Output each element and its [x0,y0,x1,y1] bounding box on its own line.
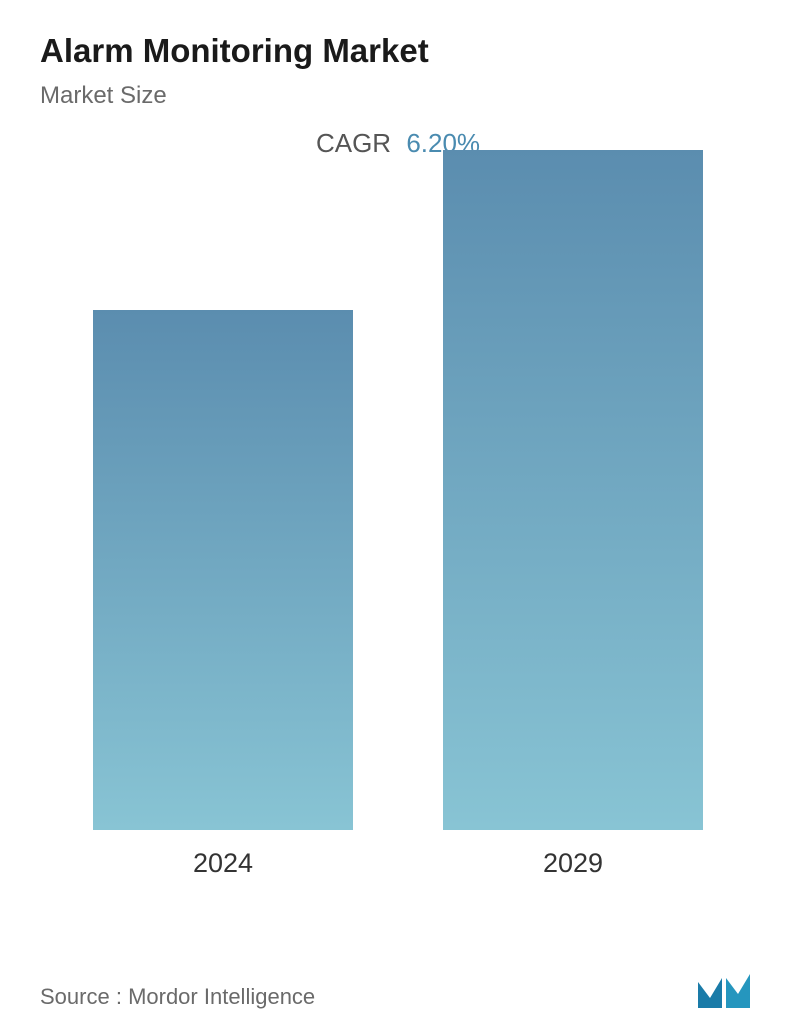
bar-2029 [443,150,703,830]
chart-title: Alarm Monitoring Market [40,32,756,70]
bar-2024 [93,310,353,830]
bar-group: 2029 [443,150,703,879]
source-label: Source : [40,984,122,1009]
source-text: Source : Mordor Intelligence [40,984,315,1010]
cagr-label: CAGR [316,128,391,158]
chart-footer: Source : Mordor Intelligence [40,970,756,1010]
bar-label: 2024 [193,848,253,879]
bar-chart: 2024 2029 [40,179,756,879]
bar-group: 2024 [93,310,353,879]
mordor-logo-icon [696,970,756,1010]
bar-label: 2029 [543,848,603,879]
source-name: Mordor Intelligence [128,984,315,1009]
chart-subtitle: Market Size [40,82,756,110]
